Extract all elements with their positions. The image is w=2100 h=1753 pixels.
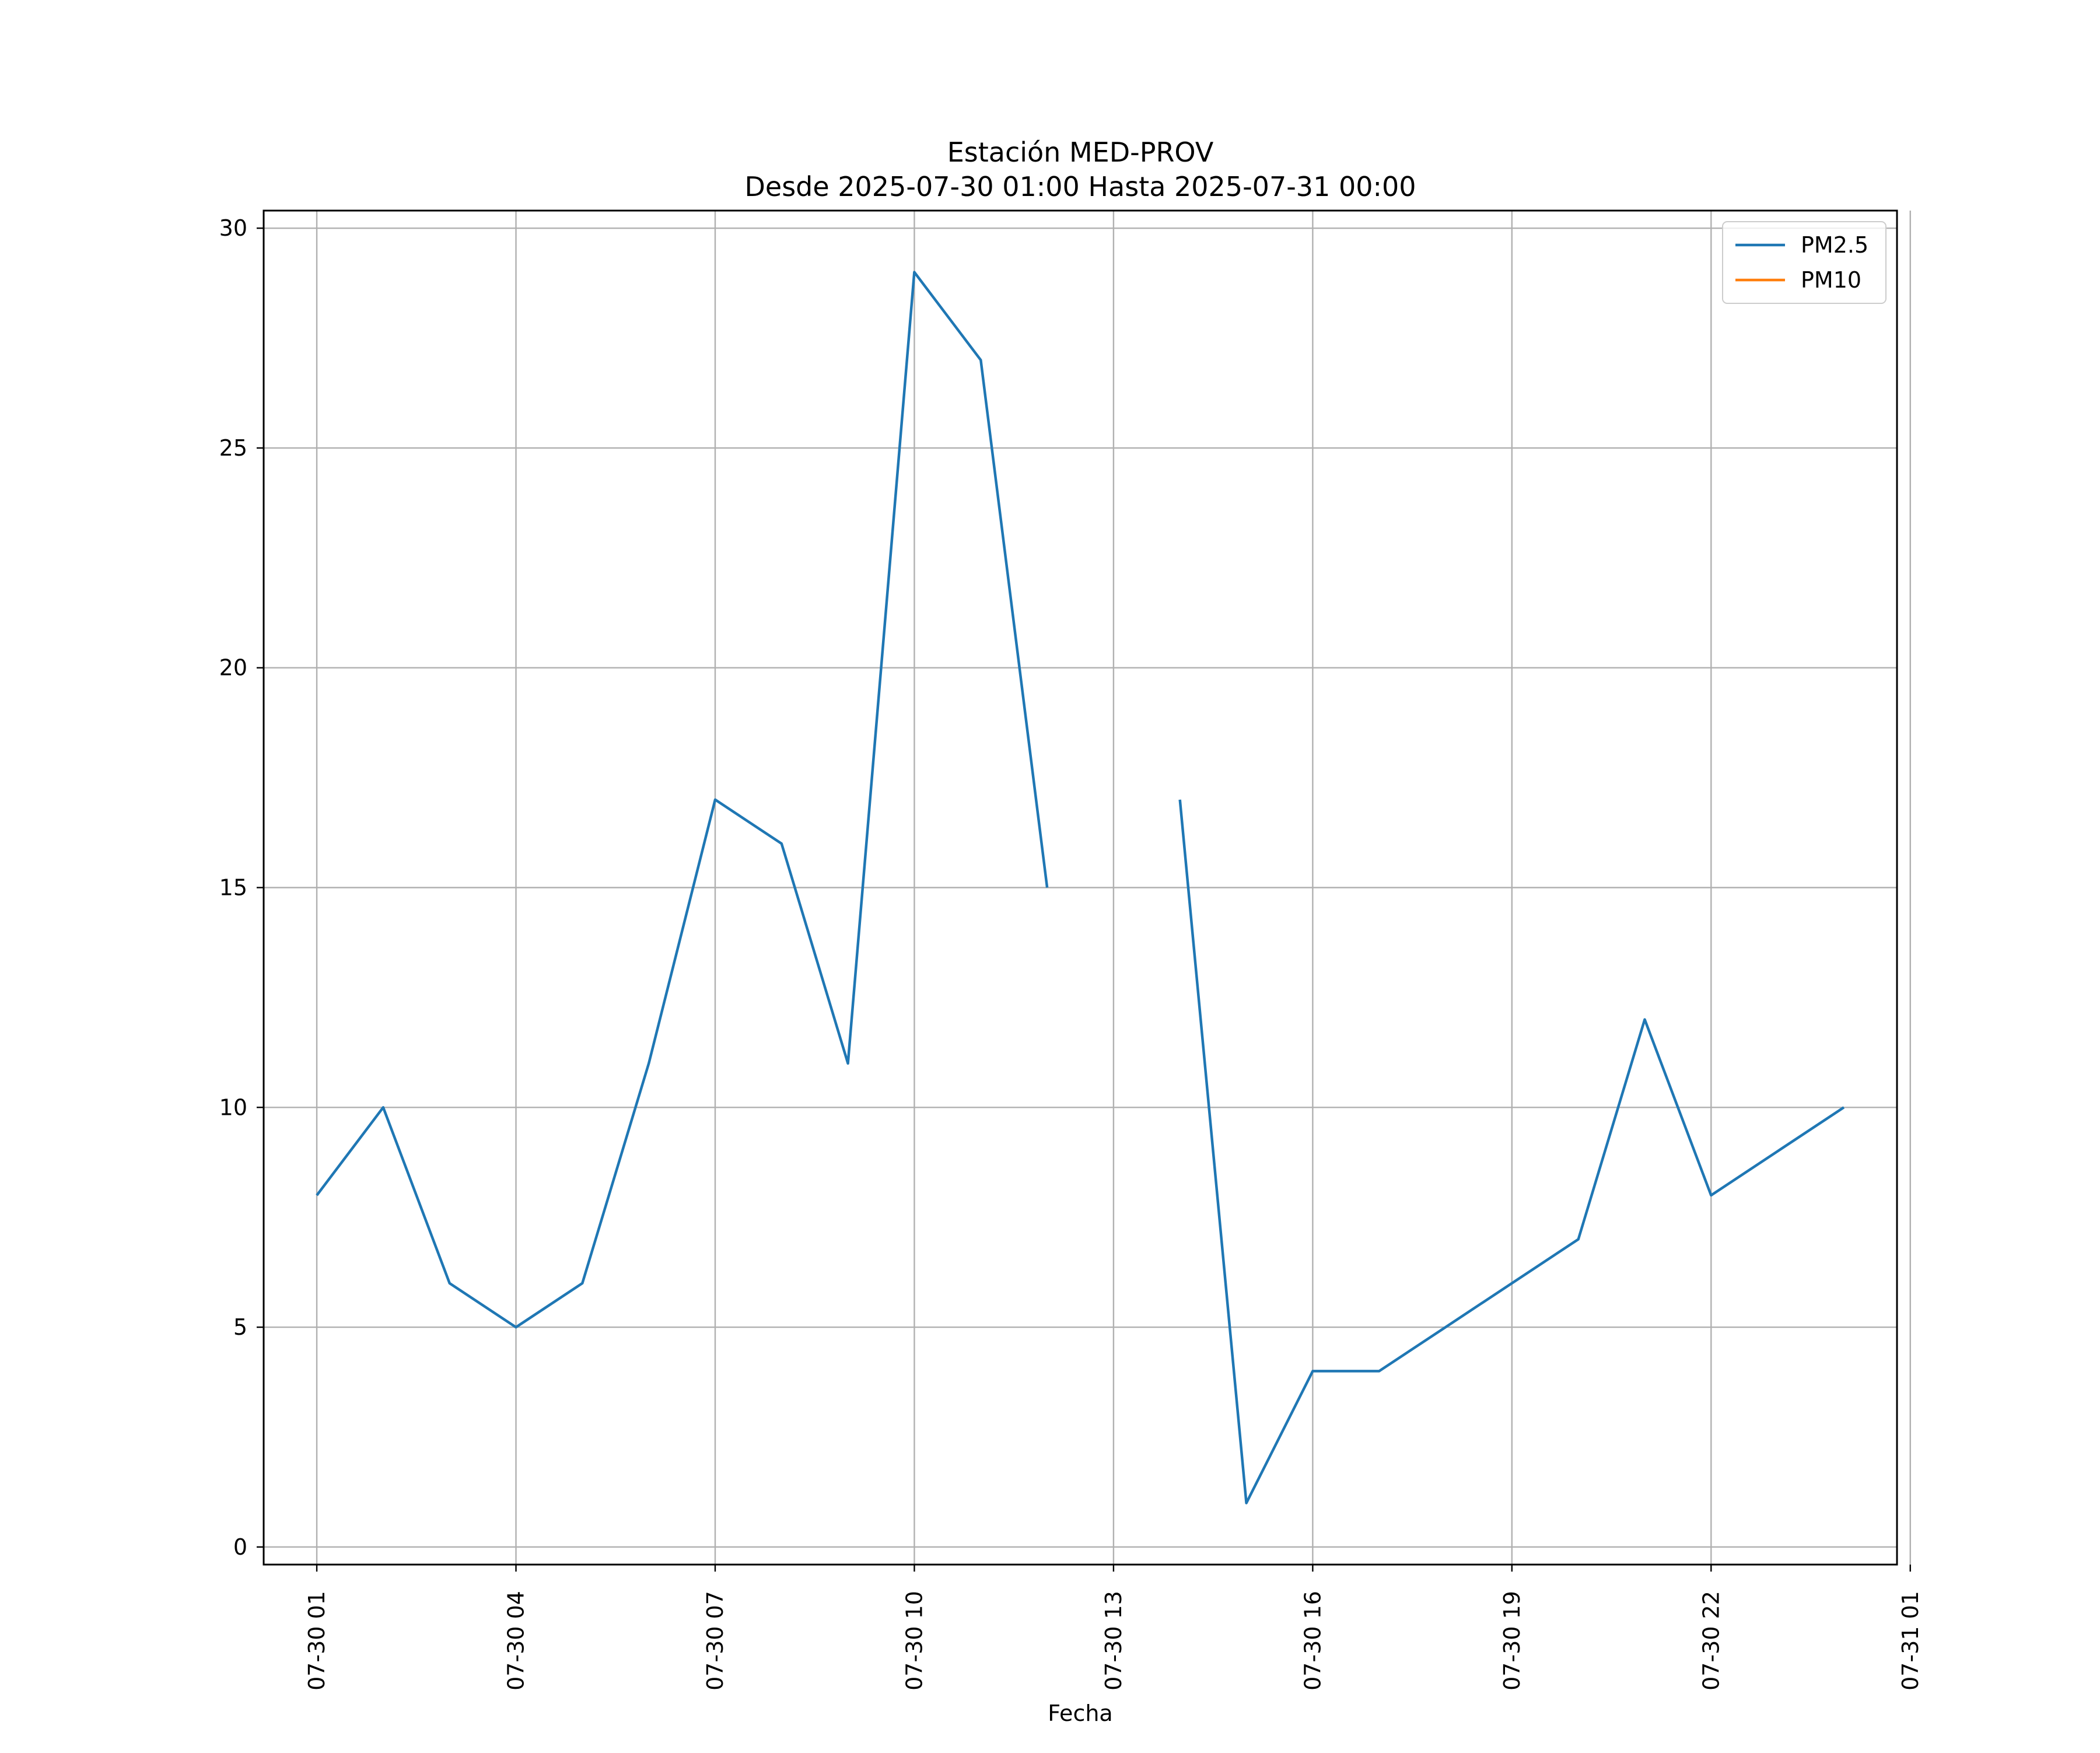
x-tick-label: 07-31 01	[1898, 1591, 1923, 1691]
legend-label-pm10: PM10	[1801, 267, 1861, 293]
chart-title: Estación MED-PROV	[947, 137, 1214, 168]
y-tick-label: 30	[219, 215, 247, 241]
y-tick-label: 15	[219, 875, 247, 901]
chart-subtitle: Desde 2025-07-30 01:00 Hasta 2025-07-31 …	[744, 171, 1416, 202]
y-tick-label: 5	[233, 1314, 247, 1340]
x-tick-label: 07-30 13	[1101, 1591, 1126, 1691]
y-tick-label: 0	[233, 1534, 247, 1560]
legend-label-pm25: PM2.5	[1801, 232, 1868, 258]
y-tick-label: 20	[219, 655, 247, 681]
x-tick-label: 07-30 19	[1499, 1591, 1525, 1691]
x-tick-label: 07-30 01	[304, 1591, 330, 1691]
y-tick-label: 25	[219, 435, 247, 461]
x-tick-label: 07-30 10	[901, 1591, 927, 1691]
x-tick-label: 07-30 16	[1300, 1591, 1325, 1691]
x-tick-label: 07-30 07	[702, 1591, 728, 1691]
x-tick-label: 07-30 22	[1698, 1591, 1724, 1691]
legend: PM2.5 PM10	[1723, 222, 1886, 303]
y-tick-label: 10	[219, 1094, 247, 1120]
x-axis-label: Fecha	[1048, 1700, 1112, 1726]
x-tick-label: 07-30 04	[503, 1591, 529, 1691]
